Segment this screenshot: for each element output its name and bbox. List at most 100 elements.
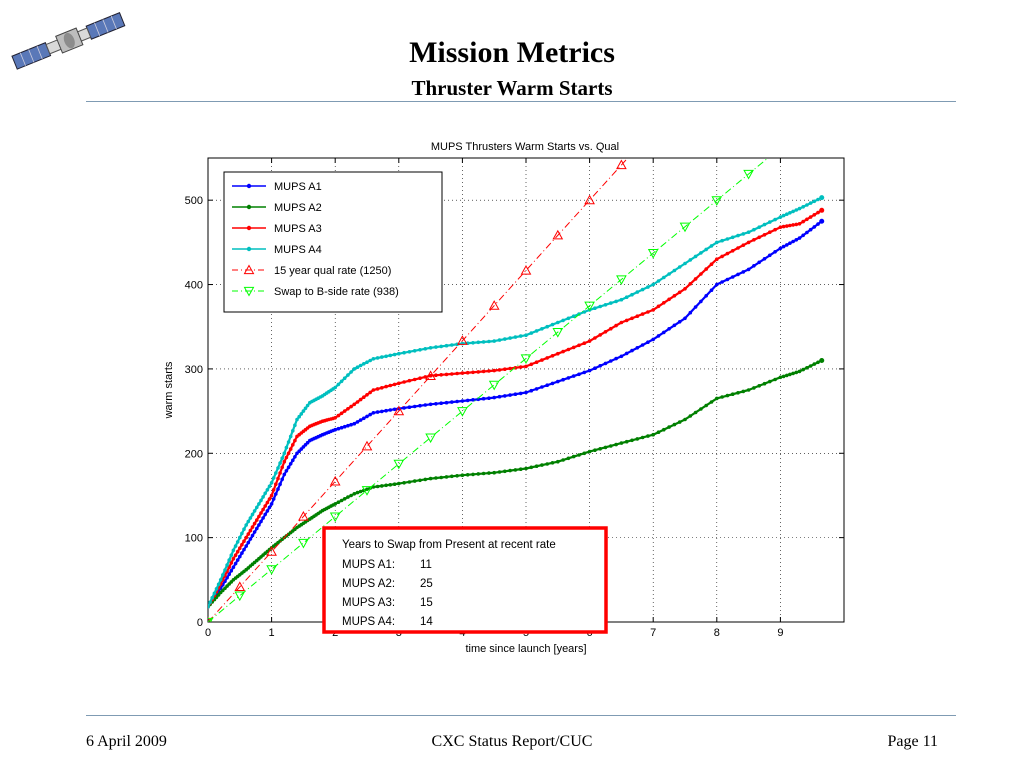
series-point xyxy=(677,420,682,424)
slide-title: Mission Metrics xyxy=(409,36,615,69)
series-point xyxy=(349,422,353,427)
series-point xyxy=(423,477,428,482)
series-point xyxy=(816,210,820,215)
series-point xyxy=(465,473,470,477)
series-point xyxy=(656,430,661,435)
series-point xyxy=(250,533,255,538)
series-marker xyxy=(584,301,595,312)
series-point xyxy=(757,260,761,265)
series-point xyxy=(725,251,730,256)
callout-row-label: MUPS A2: xyxy=(342,578,395,590)
y-tick-label: 500 xyxy=(185,195,203,207)
series-point xyxy=(375,356,380,360)
series-point xyxy=(252,509,257,513)
series-marker xyxy=(329,512,341,523)
series-point xyxy=(534,329,539,333)
series-point xyxy=(388,383,393,388)
series-point xyxy=(434,402,438,406)
series-point xyxy=(646,310,650,314)
series-point xyxy=(788,241,792,245)
series-point xyxy=(534,464,539,469)
callout-background xyxy=(324,528,606,632)
series-point xyxy=(238,535,242,540)
series-point xyxy=(235,540,240,544)
series-point xyxy=(276,487,280,491)
series-point xyxy=(471,398,475,402)
series-point xyxy=(238,554,242,559)
series-marker xyxy=(361,486,373,496)
series-point xyxy=(362,362,366,366)
series-point xyxy=(487,396,491,401)
series-point xyxy=(375,387,380,391)
series-point xyxy=(667,327,671,331)
series-point xyxy=(741,243,746,247)
series-point xyxy=(291,429,295,433)
series-point xyxy=(263,491,267,496)
series-point xyxy=(471,472,475,477)
series-point xyxy=(752,238,756,242)
series-point xyxy=(812,213,817,217)
series-point xyxy=(624,439,629,444)
series-point xyxy=(762,257,767,261)
series-point xyxy=(233,561,238,566)
series-point xyxy=(492,368,497,373)
series-point xyxy=(651,282,655,287)
series-point xyxy=(397,351,401,356)
series-point xyxy=(619,320,624,325)
series-point xyxy=(757,225,761,229)
series-point xyxy=(455,371,459,376)
series-point xyxy=(497,394,502,399)
series-point xyxy=(362,395,366,400)
series-point xyxy=(342,497,347,501)
series-point xyxy=(582,310,587,314)
x-axis-label: time since launch [years] xyxy=(465,643,586,655)
series-point xyxy=(407,480,412,484)
series-point xyxy=(646,285,650,289)
slide-subtitle: Thruster Warm Starts xyxy=(411,76,613,100)
series-point xyxy=(781,224,786,229)
series-point xyxy=(598,304,602,309)
series-point xyxy=(752,227,756,232)
series-point xyxy=(640,312,645,316)
series-point xyxy=(388,353,393,358)
series-point xyxy=(640,287,645,292)
series-point xyxy=(444,400,449,405)
series-point xyxy=(223,568,227,572)
series-point xyxy=(683,287,687,291)
series-point xyxy=(624,318,629,323)
series-point xyxy=(248,537,253,541)
series-point xyxy=(286,465,291,470)
series-point xyxy=(624,351,629,356)
series-point xyxy=(550,354,555,358)
series-point xyxy=(556,379,560,384)
series-point xyxy=(693,277,698,281)
series-point xyxy=(346,373,350,377)
series-point xyxy=(640,435,645,440)
series-point xyxy=(819,357,825,363)
series-point xyxy=(785,224,789,228)
series-point xyxy=(384,384,388,389)
legend-label: MUPS A2 xyxy=(274,202,322,214)
series-marker xyxy=(298,538,309,549)
legend-marker xyxy=(246,225,252,231)
series-point xyxy=(688,282,693,286)
series-point xyxy=(797,222,802,226)
series-point xyxy=(582,451,587,456)
series-point xyxy=(513,468,518,472)
series-point xyxy=(556,320,560,325)
series-point xyxy=(715,282,719,287)
x-tick-label: 0 xyxy=(205,627,211,639)
series-marker xyxy=(679,222,691,233)
series-point xyxy=(444,372,449,377)
series-point xyxy=(333,427,337,432)
series-point xyxy=(392,482,397,487)
series-point xyxy=(730,235,735,240)
series-point xyxy=(794,208,799,212)
series-point xyxy=(791,371,795,376)
series-point xyxy=(248,516,253,520)
series-point xyxy=(259,511,263,515)
series-point xyxy=(278,461,282,465)
series-point xyxy=(746,388,751,392)
series-point xyxy=(582,370,587,375)
series-point xyxy=(791,209,795,214)
